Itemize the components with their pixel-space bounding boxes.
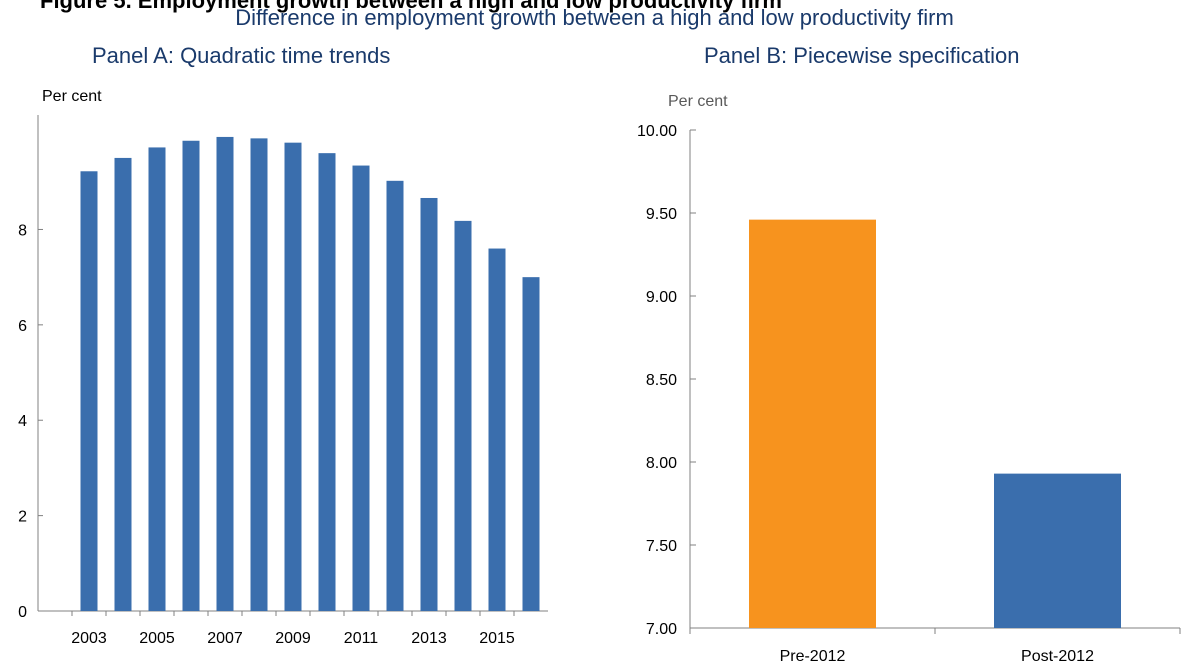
panel-b-title: Panel B: Piecewise specification — [704, 43, 1020, 68]
panel-a-bar — [182, 140, 200, 611]
panel-a-bar — [420, 197, 438, 611]
panel-b-bar — [994, 473, 1121, 628]
panel-b-y-tick-label: 7.00 — [646, 621, 677, 638]
panel-a-bar — [284, 142, 302, 611]
chart-title: Figure 5. Employment growth between a hi… — [40, 0, 782, 13]
panel-a-bar — [148, 147, 166, 611]
panel-b-x-tick-label: Pre-2012 — [780, 648, 846, 663]
panel-a-bar — [386, 180, 404, 612]
panel-b-y-unit-label: Per cent — [668, 93, 728, 110]
panel-a-title: Panel A: Quadratic time trends — [92, 43, 391, 68]
panel-a-y-tick-label: 4 — [18, 413, 27, 430]
panel-a-bar — [488, 248, 506, 612]
panel-b-y-tick-label: 8.00 — [646, 455, 677, 472]
panel-a-bar — [216, 136, 234, 611]
panel-a-x-tick-label: 2005 — [139, 630, 175, 647]
panel-a-y-unit-label: Per cent — [42, 88, 102, 105]
panel-a-y-tick-label: 8 — [18, 222, 27, 239]
panel-a-chart: 0 2 4 6 8 2003 2005 2007 2009 2011 2013 2015 Per cen… — [18, 88, 548, 647]
panel-a-bar — [522, 277, 540, 611]
panel-b-y-tick-label: 10.00 — [637, 123, 677, 140]
panel-a-y-tick-label: 2 — [18, 509, 27, 526]
chart-subtitle: Difference in employment growth between … — [235, 5, 954, 30]
panel-a-x-tick-label: 2007 — [207, 630, 243, 647]
panel-b-x-tick-label: Post-2012 — [1021, 648, 1094, 663]
panel-a-x-tick-label: 2009 — [275, 630, 311, 647]
panel-a-x-tick-label: 2015 — [479, 630, 515, 647]
panel-a-bar — [114, 157, 132, 611]
panel-a-bar — [318, 153, 336, 611]
panel-a-y-tick-label: 0 — [18, 604, 27, 621]
panel-a-bar — [80, 171, 98, 611]
panel-b-y-tick-label: 8.50 — [646, 372, 677, 389]
panel-a-x-tick-label: 2013 — [411, 630, 447, 647]
panel-b-y-tick-label: 9.50 — [646, 206, 677, 223]
panel-a-bar — [454, 220, 472, 611]
panel-b-y-tick-label: 9.00 — [646, 289, 677, 306]
panel-b-bar — [749, 219, 876, 628]
panel-a-y-tick-label: 6 — [18, 318, 27, 335]
panel-a-bar — [352, 165, 370, 612]
panel-a-bar — [250, 138, 268, 611]
panel-a-x-tick-label: 2011 — [344, 630, 379, 647]
panel-a-x-tick-label: 2003 — [71, 630, 107, 647]
panel-b-chart: 7.00 7.50 8.00 8.50 9.00 9.50 10.00 Pre-2012 Pos… — [637, 93, 1181, 663]
panel-b-y-tick-label: 7.50 — [646, 538, 677, 555]
